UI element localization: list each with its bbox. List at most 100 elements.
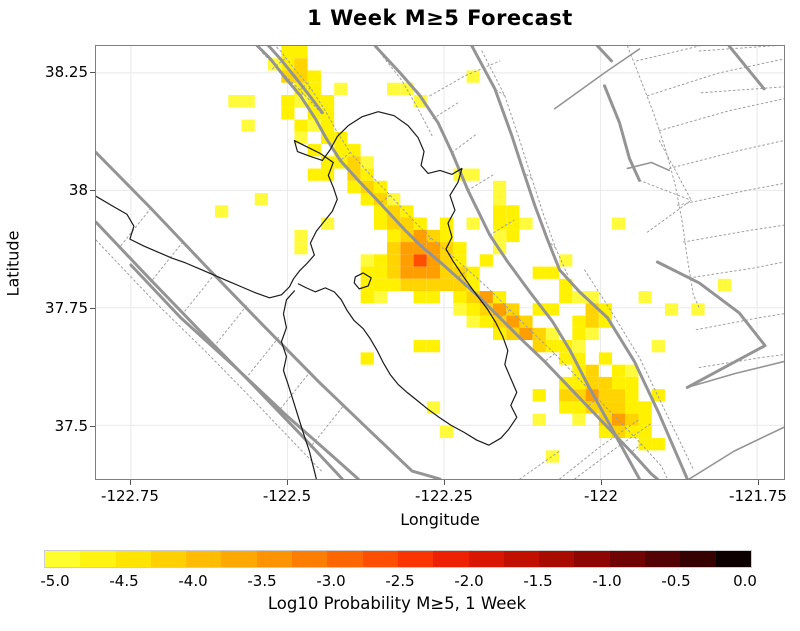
- heat-cell: [440, 217, 454, 230]
- fault-line-dotted: [646, 199, 692, 233]
- heat-cell: [651, 438, 665, 451]
- fault-line-major: [470, 46, 689, 479]
- colorbar-swatch: [645, 551, 681, 567]
- heat-cell: [400, 242, 414, 255]
- heat-cell: [625, 401, 639, 414]
- heat-cell: [400, 229, 414, 243]
- colorbar-swatch: [45, 551, 81, 567]
- heat-cell: [426, 266, 441, 279]
- heat-cell: [625, 425, 639, 439]
- heat-cell: [519, 327, 533, 341]
- heat-cell: [241, 94, 255, 108]
- heat-cell: [281, 46, 295, 59]
- heat-cell: [453, 242, 467, 255]
- forecast-heatmap-plot: [95, 45, 785, 480]
- colorbar-label: Log10 Probability M≥5, 1 Week: [267, 594, 527, 613]
- heat-cell: [373, 291, 388, 304]
- heat-cell: [373, 254, 388, 267]
- colorbar-tick-label: -4.5: [109, 572, 139, 590]
- x-tick-mark: [444, 480, 445, 485]
- heat-cell: [320, 156, 335, 169]
- heat-cell: [638, 413, 652, 426]
- fault-line-major: [655, 260, 767, 389]
- heat-cell: [307, 82, 321, 95]
- heat-cell: [598, 389, 613, 402]
- fault-line-dotted: [668, 140, 784, 169]
- heat-cell: [466, 315, 480, 328]
- heat-cell: [294, 119, 308, 132]
- heat-cell: [691, 303, 705, 316]
- fault-line-dotted: [262, 52, 323, 116]
- colorbar-swatch: [80, 551, 116, 567]
- heat-cell: [572, 315, 586, 328]
- heat-cell: [466, 217, 480, 230]
- fault-line: [626, 161, 671, 172]
- heat-cell: [506, 315, 520, 328]
- fault-line-major: [266, 46, 324, 115]
- heat-cell: [492, 180, 507, 194]
- y-tick-mark: [90, 426, 95, 427]
- y-tick-mark: [90, 72, 95, 73]
- heat-cell: [360, 291, 374, 304]
- fault-line-dotted: [489, 219, 515, 236]
- colorbar-swatch: [539, 551, 575, 567]
- fault-line-dotted: [682, 224, 784, 243]
- colorbar-swatch: [221, 551, 257, 567]
- x-tick-label: -122.75: [101, 487, 159, 505]
- heat-cell: [506, 217, 520, 230]
- y-tick-label: 37.5: [54, 417, 88, 435]
- heat-cell: [294, 46, 308, 59]
- heat-cell: [585, 291, 599, 304]
- heat-cell: [519, 217, 533, 230]
- heat-cell: [506, 205, 520, 218]
- colorbar-tick-label: -2.0: [454, 572, 484, 590]
- heat-cell: [320, 94, 335, 108]
- heat-cell: [545, 450, 560, 463]
- heat-cell: [360, 168, 374, 181]
- heat-cell: [413, 254, 427, 267]
- heat-cell: [360, 278, 374, 292]
- heat-cell: [400, 266, 414, 279]
- fault-line-dotted: [420, 237, 432, 247]
- fault-line-dotted: [379, 52, 433, 137]
- fault-line-major: [603, 84, 641, 182]
- fault-line-dotted: [246, 337, 279, 378]
- fault-line-major: [373, 46, 641, 479]
- heat-cell: [413, 340, 427, 353]
- colorbar-tick-label: 0.0: [733, 572, 757, 590]
- fault-line-dotted: [519, 450, 561, 479]
- heat-cell: [664, 303, 679, 316]
- heat-cell: [572, 401, 586, 414]
- heat-cell: [254, 193, 268, 206]
- heat-cell: [360, 180, 374, 194]
- fault-line-dotted: [676, 182, 784, 206]
- heat-cell: [413, 217, 427, 230]
- heat-cell: [651, 340, 665, 353]
- fault-line-dotted: [457, 269, 469, 279]
- heat-cell: [612, 389, 626, 402]
- heat-cell: [612, 217, 626, 230]
- fault-line-dotted: [150, 241, 184, 283]
- heat-cell: [347, 180, 361, 194]
- heat-cell: [519, 315, 533, 328]
- colorbar-swatch: [186, 551, 222, 567]
- heat-cell: [400, 278, 414, 292]
- fault-line-dotted: [658, 140, 692, 201]
- heat-cell: [387, 229, 401, 243]
- heat-cell: [479, 254, 493, 267]
- heat-cell: [625, 364, 639, 377]
- coastline: [353, 272, 372, 290]
- heat-cell: [572, 376, 586, 390]
- heat-cell: [612, 401, 626, 414]
- colorbar-swatch: [609, 551, 646, 567]
- fault-line-major: [96, 151, 442, 479]
- heat-cell: [373, 217, 388, 230]
- heat-cell: [506, 303, 520, 316]
- heat-cell: [466, 70, 480, 83]
- heat-cell: [466, 266, 480, 279]
- heat-cell: [625, 376, 639, 390]
- heat-cell: [625, 413, 639, 426]
- fault-line-dotted: [698, 46, 777, 52]
- heat-cell: [294, 131, 308, 145]
